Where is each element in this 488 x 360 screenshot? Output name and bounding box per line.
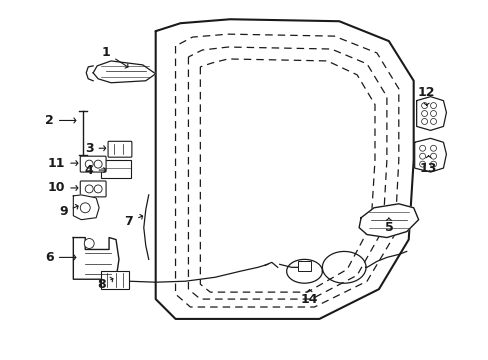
- Circle shape: [94, 160, 102, 168]
- Text: 5: 5: [384, 218, 392, 234]
- Circle shape: [429, 103, 436, 109]
- Text: 6: 6: [45, 251, 76, 264]
- Polygon shape: [416, 96, 446, 130]
- Circle shape: [429, 111, 436, 117]
- Polygon shape: [73, 238, 119, 279]
- FancyBboxPatch shape: [80, 181, 106, 197]
- Text: 7: 7: [124, 215, 142, 228]
- Circle shape: [85, 160, 93, 168]
- Circle shape: [429, 145, 436, 151]
- Polygon shape: [358, 204, 418, 238]
- Bar: [101, 271, 129, 289]
- FancyBboxPatch shape: [108, 141, 132, 157]
- Bar: [297, 261, 311, 271]
- Circle shape: [85, 185, 93, 193]
- Text: 10: 10: [48, 181, 78, 194]
- Circle shape: [421, 111, 427, 117]
- Circle shape: [421, 118, 427, 125]
- Text: 12: 12: [417, 86, 434, 105]
- Text: 1: 1: [102, 46, 128, 68]
- Circle shape: [419, 145, 425, 151]
- Circle shape: [429, 161, 436, 167]
- Circle shape: [429, 153, 436, 159]
- Circle shape: [419, 153, 425, 159]
- Circle shape: [419, 161, 425, 167]
- Circle shape: [94, 185, 102, 193]
- Text: 3: 3: [85, 142, 105, 155]
- Text: 4: 4: [84, 163, 105, 176]
- Text: 13: 13: [419, 156, 436, 175]
- Polygon shape: [73, 195, 99, 220]
- Text: 2: 2: [45, 114, 76, 127]
- Polygon shape: [93, 61, 155, 83]
- Bar: [101, 160, 131, 178]
- Text: 8: 8: [97, 277, 113, 291]
- Text: 14: 14: [300, 290, 318, 306]
- Text: 9: 9: [59, 204, 78, 218]
- Circle shape: [429, 118, 436, 125]
- Circle shape: [80, 203, 90, 213]
- FancyBboxPatch shape: [80, 156, 106, 172]
- Polygon shape: [414, 138, 446, 172]
- Text: 11: 11: [48, 157, 78, 170]
- Circle shape: [421, 103, 427, 109]
- Circle shape: [84, 239, 94, 248]
